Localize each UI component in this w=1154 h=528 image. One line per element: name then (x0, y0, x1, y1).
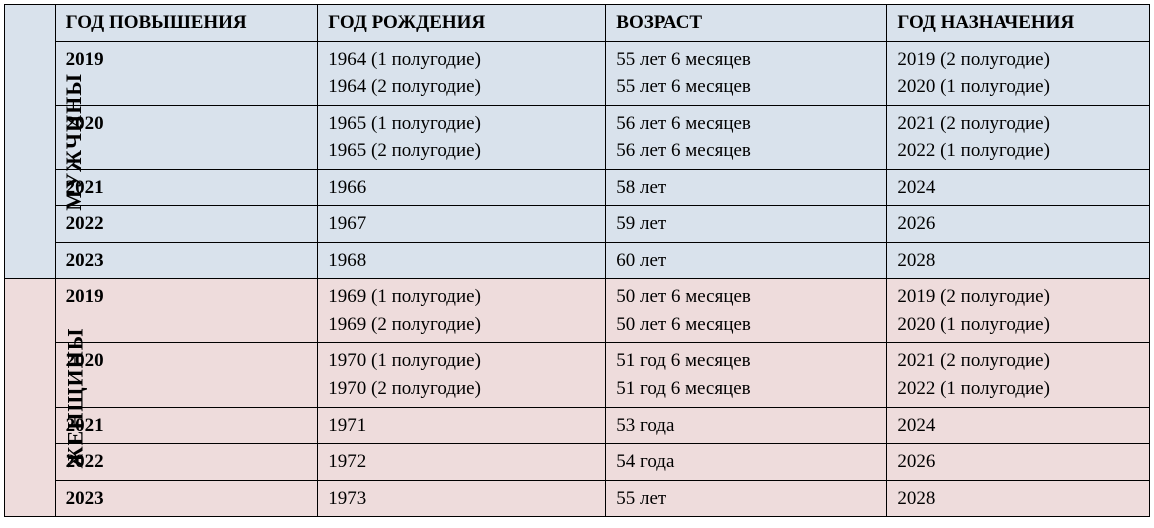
cell-assign-year: 2026 (887, 444, 1150, 481)
cell-raise-year: 2020 (55, 343, 318, 407)
pension-table: МУЖЧИНЫГОД ПОВЫШЕНИЯГОД РОЖДЕНИЯВОЗРАСТГ… (4, 4, 1150, 517)
cell-assign-year: 2021 (2 полугодие)2022 (1 полугодие) (887, 343, 1150, 407)
cell-age: 60 лет (606, 242, 887, 279)
table-row: 20201970 (1 полугодие)1970 (2 полугодие)… (5, 343, 1150, 407)
cell-age: 55 лет (606, 480, 887, 517)
cell-age: 51 год 6 месяцев51 год 6 месяцев (606, 343, 887, 407)
cell-assign-year: 2028 (887, 242, 1150, 279)
section-label-women: ЖЕНЩИНЫ (5, 279, 56, 517)
col-header-age: ВОЗРАСТ (606, 5, 887, 42)
cell-assign-year: 2021 (2 полугодие)2022 (1 полугодие) (887, 105, 1150, 169)
cell-birth-year: 1966 (318, 169, 606, 206)
col-header-raise-year: ГОД ПОВЫШЕНИЯ (55, 5, 318, 42)
table-row: ЖЕНЩИНЫ20191969 (1 полугодие)1969 (2 пол… (5, 279, 1150, 343)
table-row: 2021197153 года2024 (5, 407, 1150, 444)
cell-age: 54 года (606, 444, 887, 481)
cell-birth-year: 1968 (318, 242, 606, 279)
col-header-assign-year: ГОД НАЗНАЧЕНИЯ (887, 5, 1150, 42)
table-row: 20201965 (1 полугодие)1965 (2 полугодие)… (5, 105, 1150, 169)
cell-assign-year: 2024 (887, 407, 1150, 444)
cell-birth-year: 1972 (318, 444, 606, 481)
cell-age: 58 лет (606, 169, 887, 206)
cell-raise-year: 2023 (55, 242, 318, 279)
cell-assign-year: 2026 (887, 206, 1150, 243)
cell-age: 53 года (606, 407, 887, 444)
cell-raise-year: 2021 (55, 407, 318, 444)
cell-raise-year: 2019 (55, 279, 318, 343)
table-row: 2022196759 лет2026 (5, 206, 1150, 243)
cell-raise-year: 2021 (55, 169, 318, 206)
cell-birth-year: 1973 (318, 480, 606, 517)
col-header-birth-year: ГОД РОЖДЕНИЯ (318, 5, 606, 42)
cell-assign-year: 2019 (2 полугодие)2020 (1 полугодие) (887, 279, 1150, 343)
cell-age: 55 лет 6 месяцев55 лет 6 месяцев (606, 41, 887, 105)
cell-birth-year: 1971 (318, 407, 606, 444)
cell-birth-year: 1969 (1 полугодие)1969 (2 полугодие) (318, 279, 606, 343)
cell-raise-year: 2022 (55, 444, 318, 481)
cell-birth-year: 1967 (318, 206, 606, 243)
cell-age: 59 лет (606, 206, 887, 243)
table-row: 2022197254 года2026 (5, 444, 1150, 481)
cell-assign-year: 2019 (2 полугодие)2020 (1 полугодие) (887, 41, 1150, 105)
cell-raise-year: 2022 (55, 206, 318, 243)
cell-age: 56 лет 6 месяцев56 лет 6 месяцев (606, 105, 887, 169)
cell-age: 50 лет 6 месяцев50 лет 6 месяцев (606, 279, 887, 343)
cell-raise-year: 2023 (55, 480, 318, 517)
cell-birth-year: 1970 (1 полугодие)1970 (2 полугодие) (318, 343, 606, 407)
cell-raise-year: 2020 (55, 105, 318, 169)
cell-birth-year: 1964 (1 полугодие)1964 (2 полугодие) (318, 41, 606, 105)
cell-assign-year: 2028 (887, 480, 1150, 517)
cell-birth-year: 1965 (1 полугодие)1965 (2 полугодие) (318, 105, 606, 169)
table-row: 2021196658 лет2024 (5, 169, 1150, 206)
cell-raise-year: 2019 (55, 41, 318, 105)
table-row: 20191964 (1 полугодие)1964 (2 полугодие)… (5, 41, 1150, 105)
table-row: 2023196860 лет2028 (5, 242, 1150, 279)
section-label-men: МУЖЧИНЫ (5, 5, 56, 279)
table-row: 2023197355 лет2028 (5, 480, 1150, 517)
cell-assign-year: 2024 (887, 169, 1150, 206)
